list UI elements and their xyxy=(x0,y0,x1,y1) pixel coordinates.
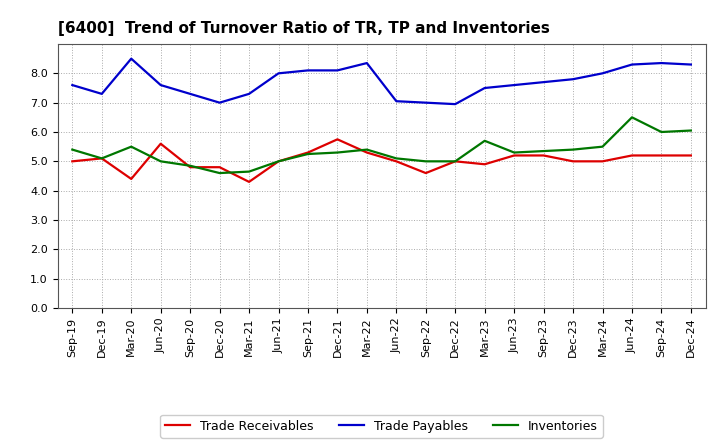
Inventories xyxy=(304,151,312,157)
Trade Payables xyxy=(245,91,253,96)
Trade Payables xyxy=(569,77,577,82)
Inventories xyxy=(245,169,253,174)
Inventories xyxy=(333,150,342,155)
Trade Payables xyxy=(539,80,548,85)
Inventories xyxy=(657,129,666,135)
Trade Payables xyxy=(304,68,312,73)
Trade Receivables xyxy=(156,141,165,147)
Inventories xyxy=(274,159,283,164)
Trade Payables xyxy=(97,91,106,96)
Line: Trade Payables: Trade Payables xyxy=(72,59,691,104)
Inventories xyxy=(156,159,165,164)
Trade Receivables xyxy=(598,159,607,164)
Inventories xyxy=(392,156,400,161)
Trade Payables xyxy=(363,60,372,66)
Trade Receivables xyxy=(451,159,459,164)
Trade Payables xyxy=(333,68,342,73)
Trade Payables xyxy=(392,99,400,104)
Trade Receivables xyxy=(304,150,312,155)
Trade Receivables xyxy=(127,176,135,182)
Inventories xyxy=(451,159,459,164)
Trade Payables xyxy=(628,62,636,67)
Trade Receivables xyxy=(569,159,577,164)
Trade Receivables xyxy=(480,161,489,167)
Inventories xyxy=(363,147,372,152)
Trade Receivables xyxy=(628,153,636,158)
Trade Payables xyxy=(451,102,459,107)
Trade Receivables xyxy=(68,159,76,164)
Inventories xyxy=(186,163,194,169)
Inventories xyxy=(127,144,135,149)
Trade Receivables xyxy=(97,156,106,161)
Trade Receivables xyxy=(245,179,253,184)
Trade Receivables xyxy=(539,153,548,158)
Trade Payables xyxy=(127,56,135,61)
Trade Payables xyxy=(598,71,607,76)
Inventories xyxy=(628,115,636,120)
Text: [6400]  Trend of Turnover Ratio of TR, TP and Inventories: [6400] Trend of Turnover Ratio of TR, TP… xyxy=(58,21,549,36)
Trade Receivables xyxy=(333,137,342,142)
Inventories xyxy=(215,170,224,176)
Trade Receivables xyxy=(363,150,372,155)
Trade Receivables xyxy=(392,159,400,164)
Trade Receivables xyxy=(687,153,696,158)
Inventories xyxy=(68,147,76,152)
Legend: Trade Receivables, Trade Payables, Inventories: Trade Receivables, Trade Payables, Inven… xyxy=(161,414,603,437)
Inventories xyxy=(480,138,489,143)
Inventories xyxy=(598,144,607,149)
Inventories xyxy=(569,147,577,152)
Line: Inventories: Inventories xyxy=(72,117,691,173)
Trade Payables xyxy=(510,82,518,88)
Inventories xyxy=(421,159,430,164)
Trade Payables xyxy=(687,62,696,67)
Trade Receivables xyxy=(421,170,430,176)
Trade Receivables xyxy=(510,153,518,158)
Trade Receivables xyxy=(186,165,194,170)
Inventories xyxy=(97,156,106,161)
Line: Trade Receivables: Trade Receivables xyxy=(72,139,691,182)
Trade Receivables xyxy=(215,165,224,170)
Trade Payables xyxy=(274,71,283,76)
Trade Payables xyxy=(657,60,666,66)
Trade Receivables xyxy=(657,153,666,158)
Trade Receivables xyxy=(274,159,283,164)
Trade Payables xyxy=(68,82,76,88)
Trade Payables xyxy=(215,100,224,105)
Inventories xyxy=(510,150,518,155)
Inventories xyxy=(687,128,696,133)
Inventories xyxy=(539,148,548,154)
Trade Payables xyxy=(480,85,489,91)
Trade Payables xyxy=(421,100,430,105)
Trade Payables xyxy=(186,91,194,96)
Trade Payables xyxy=(156,82,165,88)
